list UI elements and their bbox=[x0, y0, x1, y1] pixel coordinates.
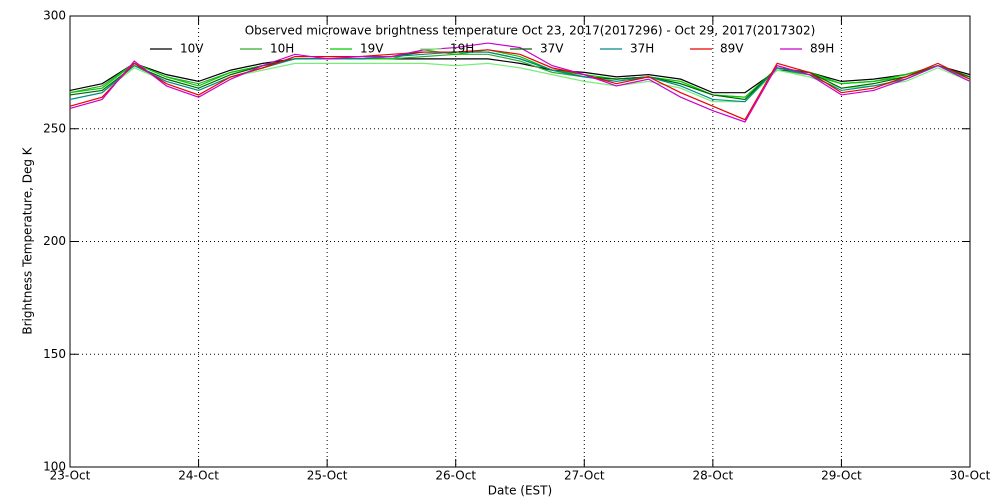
series-line bbox=[69, 62, 971, 103]
legend-label: 19V bbox=[360, 42, 384, 56]
x-tick-label: 30-Oct bbox=[950, 469, 991, 483]
x-tick-label: 24-Oct bbox=[178, 469, 219, 483]
legend-label: 89H bbox=[810, 42, 834, 56]
x-tick-label: 26-Oct bbox=[435, 469, 476, 483]
legend-label: 37V bbox=[540, 42, 564, 56]
y-tick-label: 100 bbox=[43, 460, 66, 474]
legend-label: 37H bbox=[630, 42, 654, 56]
legend-label: 10V bbox=[180, 42, 204, 56]
x-tick-label: 27-Oct bbox=[564, 469, 605, 483]
legend-label: 89V bbox=[720, 42, 744, 56]
series-line bbox=[69, 49, 971, 121]
x-tick-label: 25-Oct bbox=[307, 469, 348, 483]
legend-label: 19H bbox=[450, 42, 474, 56]
y-axis-label: Brightness Temperature, Deg K bbox=[21, 146, 35, 334]
chart-title: Observed microwave brightness temperatur… bbox=[245, 24, 816, 38]
y-tick-label: 200 bbox=[43, 234, 66, 248]
y-tick-label: 300 bbox=[43, 9, 66, 23]
legend-label: 10H bbox=[270, 42, 294, 56]
x-tick-label: 23-Oct bbox=[50, 469, 91, 483]
y-tick-label: 150 bbox=[43, 347, 66, 361]
x-axis-label: Date (EST) bbox=[488, 484, 552, 498]
series-line bbox=[69, 58, 971, 94]
series-line bbox=[69, 42, 971, 123]
series-line bbox=[69, 51, 971, 103]
x-tick-label: 29-Oct bbox=[821, 469, 862, 483]
y-tick-label: 250 bbox=[43, 121, 66, 135]
series-line bbox=[69, 49, 971, 98]
x-tick-label: 28-Oct bbox=[693, 469, 734, 483]
